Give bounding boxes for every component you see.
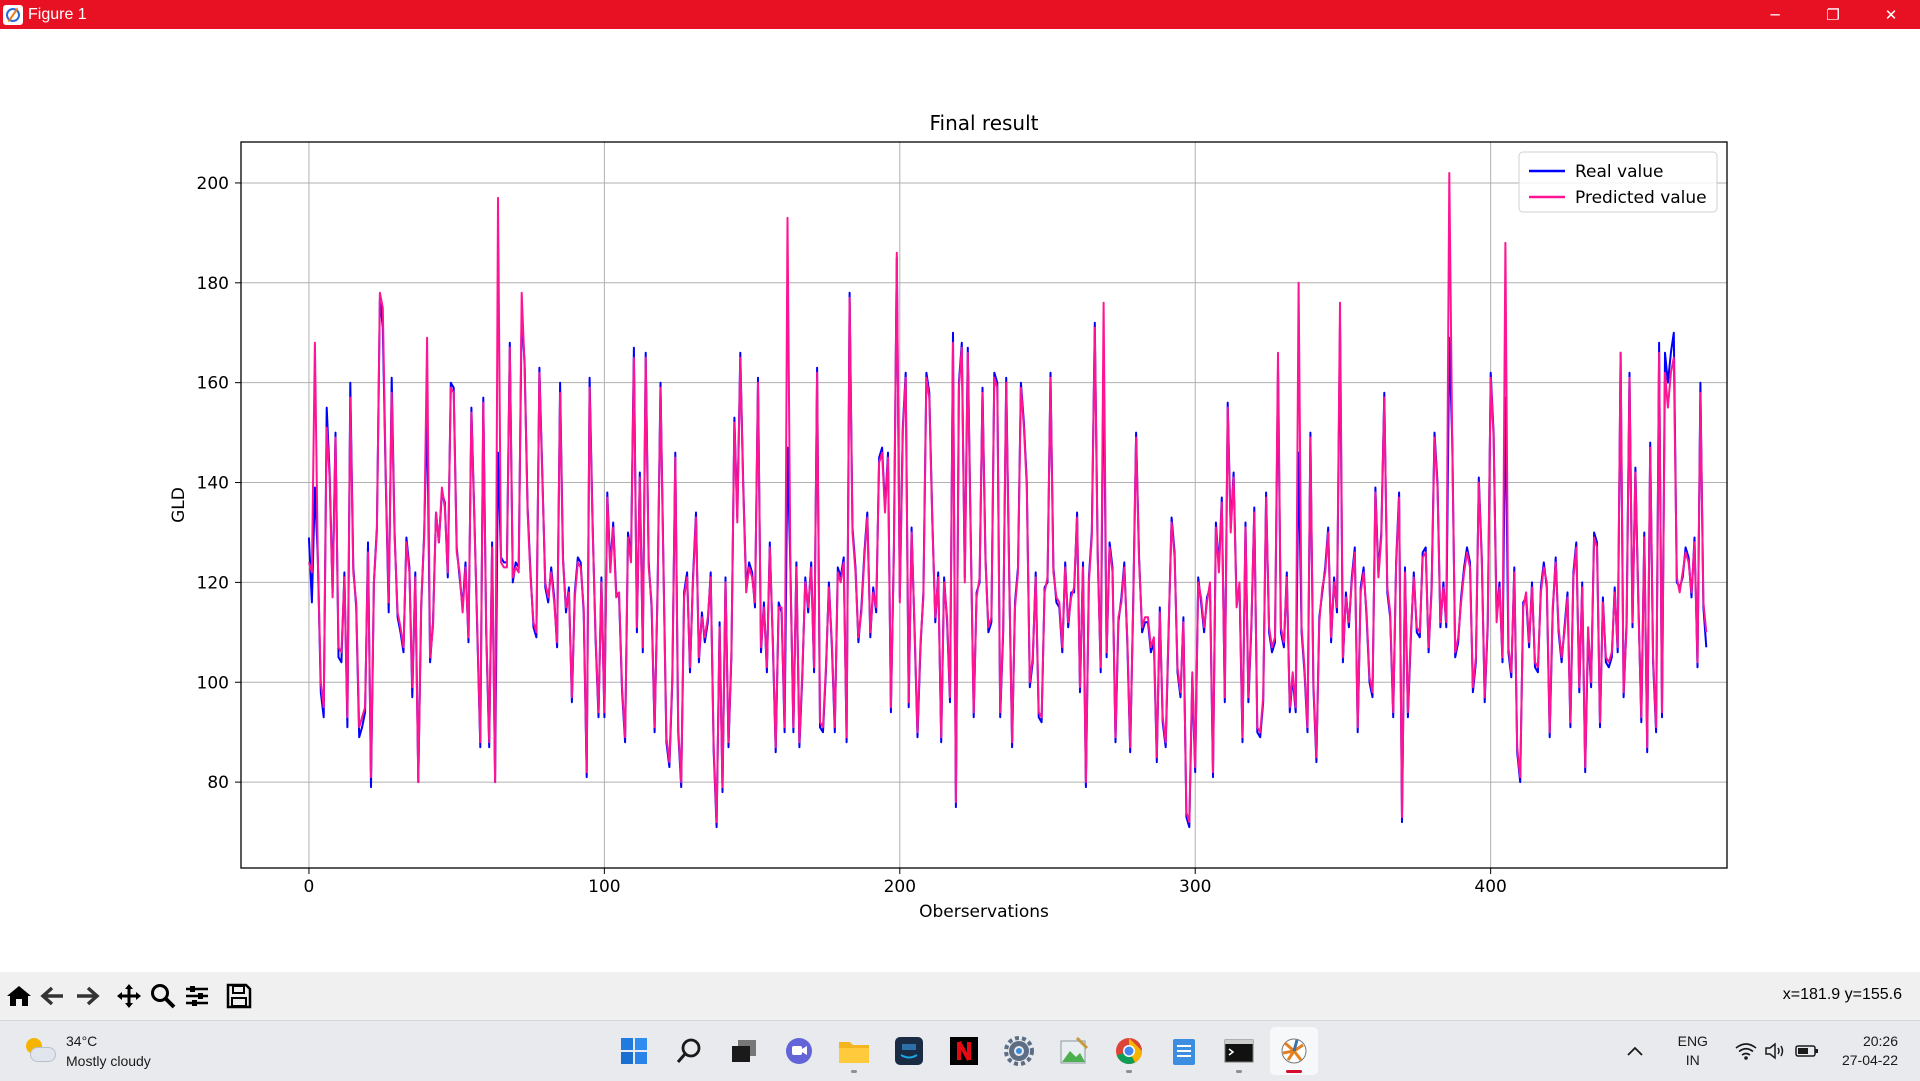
weather-widget[interactable]: 34°C Mostly cloudy xyxy=(24,1031,151,1071)
battery-icon xyxy=(1795,1045,1818,1057)
start-icon[interactable] xyxy=(610,1027,658,1075)
settings-icon[interactable] xyxy=(995,1027,1043,1075)
cursor-coordinates: x=181.9 y=155.6 xyxy=(1782,986,1902,1003)
volume-icon xyxy=(1765,1042,1784,1060)
window-controls: ─ ❐ ✕ xyxy=(1746,0,1920,29)
x-axis-label: Oberservations xyxy=(919,902,1049,922)
x-tick-label: 100 xyxy=(588,877,620,897)
windows-taskbar: 34°C Mostly cloudy xyxy=(0,1020,1920,1081)
clock[interactable]: 20:26 27-04-22 xyxy=(1842,1032,1898,1070)
task-view-icon[interactable] xyxy=(720,1027,768,1075)
matplotlib-app-icon xyxy=(3,4,23,25)
x-tick-label: 300 xyxy=(1179,877,1211,897)
clock-date: 27-04-22 xyxy=(1841,1052,1898,1068)
language-code: ENG xyxy=(1677,1033,1708,1049)
window-titlebar[interactable]: Figure 1 ─ ❐ ✕ xyxy=(0,0,1920,29)
netflix-icon[interactable] xyxy=(940,1027,988,1075)
weather-description: Mostly cloudy xyxy=(66,1053,151,1069)
series-line-predicted-value xyxy=(307,172,1708,824)
partly-cloudy-icon xyxy=(24,1038,56,1064)
restore-button[interactable]: ❐ xyxy=(1826,5,1840,24)
close-button[interactable]: ✕ xyxy=(1884,5,1898,24)
y-tick-label: 80 xyxy=(207,773,229,793)
clock-time: 20:26 xyxy=(1862,1033,1898,1049)
y-tick-label: 100 xyxy=(197,673,229,693)
back-icon[interactable] xyxy=(36,978,70,1014)
search-icon[interactable] xyxy=(665,1027,713,1075)
language-region: IN xyxy=(1685,1052,1700,1068)
forward-icon[interactable] xyxy=(70,978,104,1014)
weather-temperature: 34°C xyxy=(66,1033,98,1049)
navigation-toolbar: x=181.9 y=155.6 xyxy=(0,972,1920,1020)
window-title: Figure 1 xyxy=(28,5,87,23)
axes-frame xyxy=(240,141,1728,869)
wifi-icon xyxy=(1735,1043,1757,1060)
teams-chat-icon[interactable] xyxy=(775,1027,823,1075)
configure-subplots-icon[interactable] xyxy=(180,978,214,1014)
y-tick-label: 120 xyxy=(197,573,229,593)
figure-canvas[interactable]: 0 100 200 300 400 80 100 120 140 160 180 200 Final r… xyxy=(0,29,1920,972)
photos-icon[interactable] xyxy=(1050,1027,1098,1075)
legend-label: Predicted value xyxy=(1575,188,1707,208)
language-indicator[interactable]: ENG IN xyxy=(1678,1032,1708,1070)
x-tick-label: 0 xyxy=(304,877,315,897)
prime-video-icon[interactable] xyxy=(885,1027,933,1075)
legend-label: Real value xyxy=(1575,162,1664,182)
pan-icon[interactable] xyxy=(112,978,146,1014)
file-explorer-icon[interactable] xyxy=(830,1027,878,1075)
legend-box xyxy=(1518,151,1718,213)
x-tick-label: 200 xyxy=(884,877,916,897)
zoom-icon[interactable] xyxy=(146,978,180,1014)
chrome-icon[interactable] xyxy=(1105,1027,1153,1075)
y-tick-label: 200 xyxy=(197,174,229,194)
x-tick-label: 400 xyxy=(1474,877,1506,897)
chart-title: Final result xyxy=(929,111,1038,135)
home-icon[interactable] xyxy=(2,978,36,1014)
terminal-icon[interactable] xyxy=(1215,1027,1263,1075)
y-tick-label: 140 xyxy=(197,474,229,494)
save-icon[interactable] xyxy=(222,978,256,1014)
system-tray: ENG IN 20:26 27-04-22 xyxy=(1626,1021,1920,1081)
minimize-button[interactable]: ─ xyxy=(1770,5,1780,24)
chevron-up-icon[interactable] xyxy=(1626,1045,1644,1057)
y-axis-label: GLD xyxy=(169,487,189,523)
tray-status-icons[interactable] xyxy=(1734,1041,1820,1061)
taskbar-apps xyxy=(610,1027,1325,1075)
y-tick-label: 160 xyxy=(197,374,229,394)
chart-svg: 0 100 200 300 400 80 100 120 140 160 180 200 Final r… xyxy=(169,111,1728,922)
notepad-icon[interactable] xyxy=(1160,1027,1208,1075)
python-figure-icon[interactable] xyxy=(1270,1027,1318,1075)
y-tick-label: 180 xyxy=(197,274,229,294)
